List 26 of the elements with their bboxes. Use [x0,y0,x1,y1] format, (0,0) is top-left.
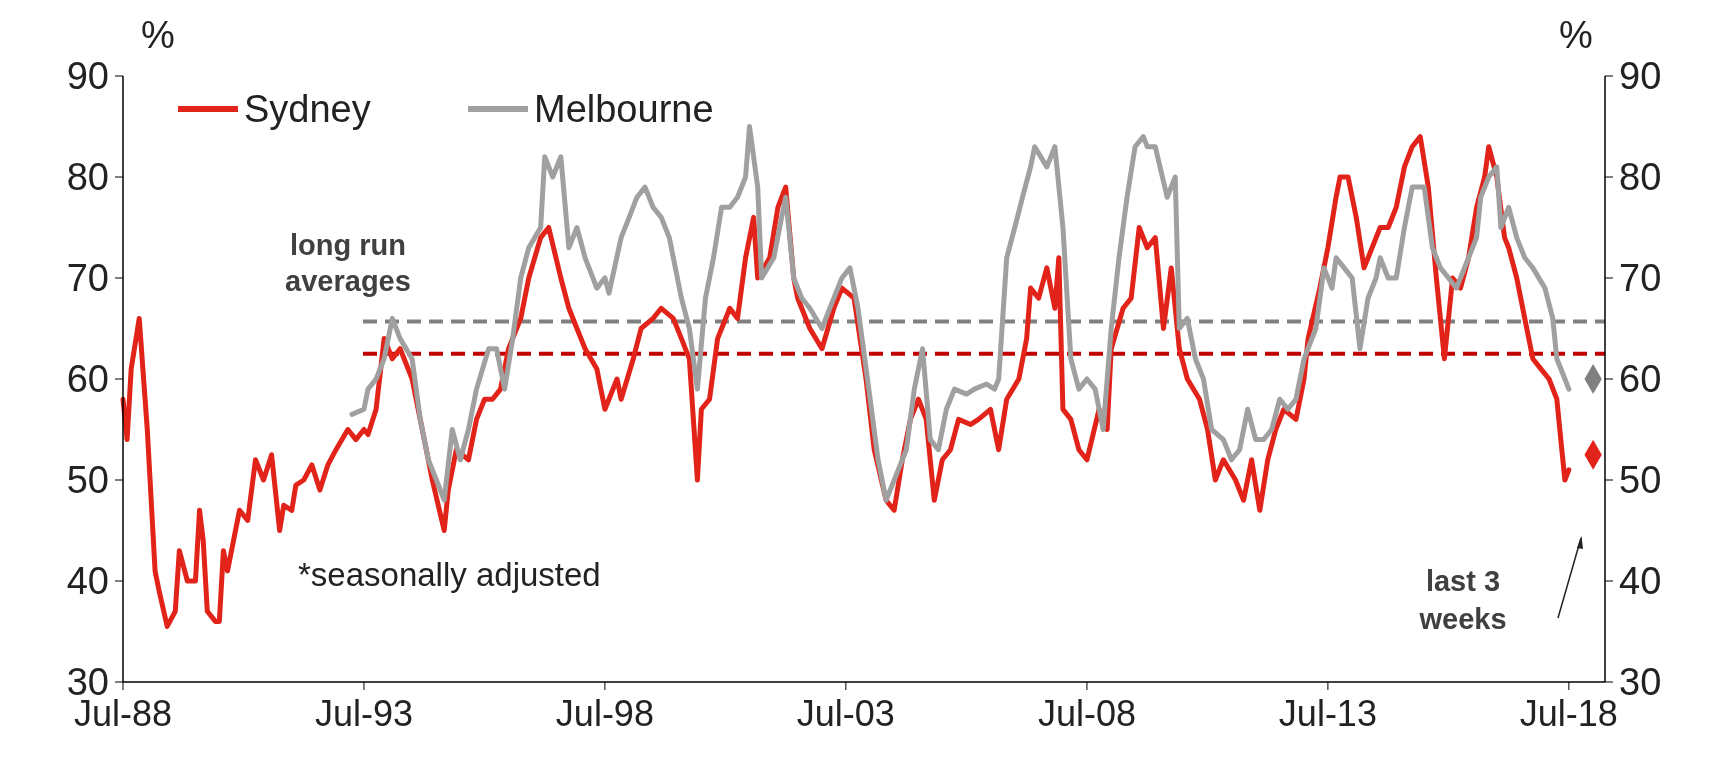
y-axis-title: % [141,14,175,56]
x-tick-label: Jul-13 [1278,693,1377,734]
y-tick-label: 90 [66,55,109,97]
y-tick-label: 80 [66,156,109,198]
x-tick-label: Jul-08 [1037,693,1136,734]
x-tick-label: Jul-18 [1519,693,1618,734]
x-tick-label: Jul-93 [314,693,413,734]
x-tick-label: Jul-98 [555,693,654,734]
annotation: long run averages [285,229,411,297]
y2-tick-label: 50 [1619,459,1662,501]
y2-axis-title: % [1559,14,1593,56]
x-tick-label: Jul-03 [796,693,895,734]
y-tick-label: 40 [66,560,109,602]
y2-tick-label: 40 [1619,560,1662,602]
y-tick-label: 70 [66,257,109,299]
legend-label: Melbourne [534,88,714,130]
y2-tick-label: 60 [1619,358,1662,400]
y-tick-label: 50 [66,459,109,501]
y2-tick-label: 70 [1619,257,1662,299]
legend-label: Sydney [244,88,371,130]
annotation: last 3 weeks [1418,565,1507,635]
y2-tick-label: 30 [1619,661,1662,703]
y2-tick-label: 80 [1619,156,1662,198]
y-tick-label: 60 [66,358,109,400]
y2-tick-label: 90 [1619,55,1662,97]
annotation: *seasonally adjusted [298,556,601,593]
